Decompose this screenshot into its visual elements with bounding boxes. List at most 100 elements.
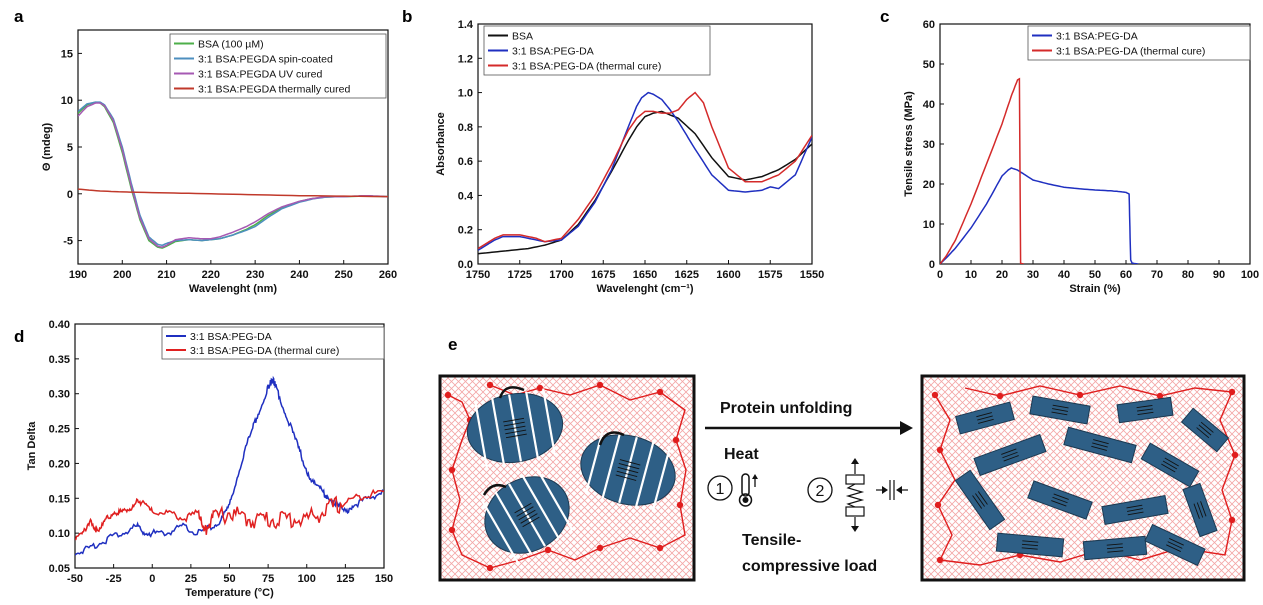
crosslink-node — [1228, 516, 1236, 524]
unfolded-protein — [1182, 482, 1218, 538]
x-tick-label: -25 — [106, 573, 122, 585]
folded-protein — [580, 427, 676, 513]
unfolded-protein — [1063, 426, 1137, 464]
crosslink-node — [672, 436, 680, 444]
step2-number: 2 — [816, 483, 825, 500]
x-tick-label: 0 — [149, 573, 155, 585]
y-tick-label: 5 — [67, 142, 73, 154]
x-tick-label: 1675 — [591, 269, 615, 281]
x-tick-label: 220 — [202, 269, 220, 281]
legend-box — [483, 25, 711, 76]
y-tick-label: 60 — [923, 19, 935, 31]
y-tick-label: 10 — [61, 95, 73, 107]
x-tick-label: 190 — [69, 269, 87, 281]
crosslink-node — [486, 381, 494, 389]
y-tick-label: 50 — [923, 59, 935, 71]
y-tick-label: -5 — [63, 236, 73, 248]
crosslink-node — [1228, 388, 1236, 396]
y-tick-label: 0.05 — [49, 563, 70, 575]
x-tick-label: -50 — [67, 573, 83, 585]
y-tick-label: 30 — [923, 139, 935, 151]
x-tick-label: 60 — [1120, 269, 1132, 281]
unfolded-protein — [1029, 395, 1091, 425]
x-tick-label: 75 — [262, 573, 274, 585]
compression-icon — [876, 480, 908, 500]
y-axis-label: Absorbance — [435, 112, 447, 176]
y-tick-label: 0.15 — [49, 493, 70, 505]
x-tick-label: 50 — [223, 573, 235, 585]
legend-entry: 3:1 BSA:PEG-DA — [190, 331, 272, 343]
schematic-panel-e: Protein unfolding Heat 1 2 — [438, 374, 1246, 582]
x-tick-label: 250 — [335, 269, 353, 281]
crosslink-node — [1156, 392, 1164, 400]
y-tick-label: 0.25 — [49, 424, 70, 436]
x-tick-label: 0 — [937, 269, 943, 281]
unfolded-proteins — [931, 385, 1239, 567]
crosslink-node — [936, 446, 944, 454]
x-tick-label: 1700 — [549, 269, 573, 281]
y-tick-label: 1.0 — [458, 88, 473, 100]
x-tick-label: 80 — [1182, 269, 1194, 281]
y-tick-label: 0.6 — [458, 156, 473, 168]
series-line-4 — [78, 188, 388, 198]
crosslink-node — [931, 391, 939, 399]
unfolded-protein — [1140, 442, 1200, 488]
series-line-2 — [940, 77, 1024, 264]
x-tick-label: 1550 — [800, 269, 824, 281]
x-tick-label: 1575 — [758, 269, 782, 281]
series-line-3 — [478, 91, 812, 250]
series-line-2 — [75, 488, 384, 541]
crosslink-node — [934, 501, 942, 509]
y-tick-label: 0.30 — [49, 389, 70, 401]
series-line-1 — [478, 110, 812, 255]
chart-panel-a: 190 200 210 220 230 240 250 260 -5 0 5 10 15 Waveleng… — [41, 29, 397, 295]
x-tick-label: 1600 — [716, 269, 740, 281]
crosslink-node — [1231, 451, 1239, 459]
x-tick-label: 70 — [1151, 269, 1163, 281]
x-tick-label: 50 — [1089, 269, 1101, 281]
panel-label-c: c — [880, 7, 889, 26]
peg-chain — [447, 384, 687, 569]
panel-label-b: b — [402, 7, 412, 26]
y-tick-label: 0.8 — [458, 122, 473, 134]
x-axis-label: Temperature (°C) — [185, 587, 274, 599]
legend-box — [1027, 25, 1251, 61]
x-tick-label: 260 — [379, 269, 397, 281]
panel-label-d: d — [14, 327, 24, 346]
legend-entry: 3:1 BSA:PEGDA thermally cured — [198, 84, 350, 96]
protein-unfolding-label: Protein unfolding — [720, 400, 852, 417]
x-axis-label: Wavelenght (cm⁻¹) — [596, 283, 693, 295]
x-tick-label: 20 — [996, 269, 1008, 281]
legend-entry: 3:1 BSA:PEG-DA (thermal cure) — [1056, 46, 1205, 58]
crosslink-node — [656, 388, 664, 396]
x-tick-label: 30 — [1027, 269, 1039, 281]
load-label-line1: Tensile- — [742, 532, 801, 549]
x-tick-label: 125 — [336, 573, 354, 585]
legend-entry: 3:1 BSA:PEGDA spin-coated — [198, 54, 333, 66]
legend-box — [161, 326, 385, 360]
step1-circle — [707, 475, 733, 501]
y-axis-label: Tan Delta — [26, 421, 38, 471]
x-tick-label: 1625 — [675, 269, 699, 281]
arrowhead-icon — [900, 421, 913, 435]
x-tick-label: 40 — [1058, 269, 1070, 281]
unfolded-protein — [1144, 523, 1206, 567]
chart-panel-d: -50 -25 0 25 50 75 100 125 150 0.05 0.10 0.15 0.20 0.… — [26, 319, 393, 599]
y-tick-label: 1.2 — [458, 53, 473, 65]
series-line-1 — [78, 101, 388, 249]
crosslink-node — [448, 526, 456, 534]
y-tick-label: 0.10 — [49, 528, 70, 540]
x-tick-label: 240 — [290, 269, 308, 281]
y-tick-label: 0.35 — [49, 354, 70, 366]
unfolded-protein — [954, 469, 1006, 531]
step2-circle — [807, 477, 833, 503]
unfolded-protein — [1180, 407, 1230, 453]
y-tick-label: 1.4 — [458, 19, 474, 31]
panel-label-e: e — [448, 335, 457, 354]
crosslink-node — [656, 544, 664, 552]
spring-load-icon — [845, 458, 865, 532]
y-axis-label: Tensile stress (MPa) — [903, 91, 915, 197]
legend-entry: 3:1 BSA:PEG-DA (thermal cure) — [512, 61, 661, 73]
legend-entry: 3:1 BSA:PEG-DA (thermal cure) — [190, 345, 339, 357]
